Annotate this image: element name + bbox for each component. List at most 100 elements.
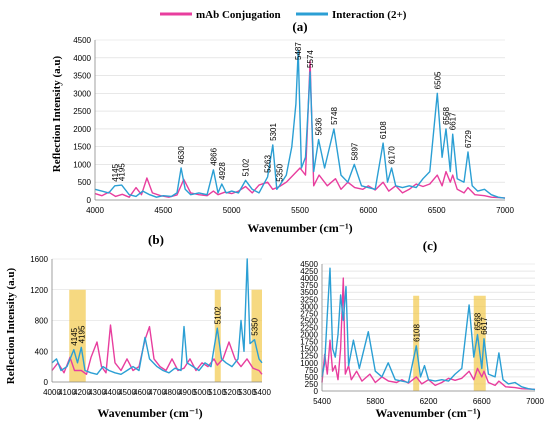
y-tick-label: 750 xyxy=(305,366,319,375)
highlight-region xyxy=(473,295,486,391)
series-line-interaction xyxy=(94,50,506,199)
y-tick-label: 1000 xyxy=(73,160,91,169)
y-tick-label: 1000 xyxy=(300,359,318,368)
y-tick-label: 800 xyxy=(35,317,49,326)
x-tick-label: 4500 xyxy=(118,388,136,397)
y-tick-label: 3000 xyxy=(73,89,91,98)
panel-a-title: (a) xyxy=(292,19,307,34)
y-tick-label: 500 xyxy=(78,178,92,187)
series-line-interaction xyxy=(51,258,263,375)
panel-a-x-ticks: 4000 4500 5000 5500 6000 6500 7000 xyxy=(86,206,514,215)
peak-label: 6617 xyxy=(449,112,458,130)
peak-label: 6505 xyxy=(433,71,442,89)
peak-label: 4866 xyxy=(209,147,218,165)
x-tick-label: 4600 xyxy=(133,388,151,397)
x-tick-label: 5000 xyxy=(223,206,241,215)
peak-label: 5487 xyxy=(294,42,303,60)
x-tick-label: 7000 xyxy=(526,397,544,406)
y-tick-label: 2500 xyxy=(73,107,91,116)
panel-b-highlights xyxy=(69,289,262,382)
x-tick-label: 4000 xyxy=(43,388,61,397)
peak-label: 5748 xyxy=(330,107,339,125)
y-tick-label: 1250 xyxy=(300,352,318,361)
y-tick-label: 4500 xyxy=(73,36,91,45)
panel-b-title: (b) xyxy=(148,232,164,247)
y-tick-label: 3500 xyxy=(73,72,91,81)
x-tick-label: 6200 xyxy=(420,397,438,406)
x-tick-label: 5000 xyxy=(193,388,211,397)
x-tick-label: 7000 xyxy=(496,206,514,215)
panel-b-series xyxy=(51,258,263,375)
peak-label: 5636 xyxy=(315,117,324,135)
panel-a-axes xyxy=(94,40,505,201)
legend-label-interaction: Interaction (2+) xyxy=(332,9,407,21)
y-tick-label: 2250 xyxy=(300,324,318,333)
peak-label: 4928 xyxy=(218,162,227,180)
peak-label: 4145 xyxy=(111,163,120,181)
panel-c-x-axis-label: Wavenumber (cm⁻¹) xyxy=(375,406,480,420)
peak-label: 6568 xyxy=(442,107,451,125)
y-tick-label: 4250 xyxy=(300,267,318,276)
y-tick-label: 2000 xyxy=(73,125,91,134)
peak-label: 5574 xyxy=(306,50,315,68)
x-tick-label: 6500 xyxy=(428,206,446,215)
y-tick-label: 2000 xyxy=(300,331,318,340)
y-tick-label: 1200 xyxy=(30,286,48,295)
peak-label: 4145 xyxy=(70,327,79,345)
peak-label: 6108 xyxy=(379,121,388,139)
peak-label: 6108 xyxy=(412,323,421,341)
panel-a-series xyxy=(94,50,506,199)
panel-b-x-axis-label: Wavenumber (cm⁻¹) xyxy=(97,406,202,420)
peak-label: 6617 xyxy=(480,316,489,334)
panel-a-x-axis-label: Wavenumber (cm⁻¹) xyxy=(247,221,352,235)
panel-c-title: (c) xyxy=(423,238,437,253)
y-tick-label: 0 xyxy=(314,387,319,396)
x-tick-label: 4200 xyxy=(73,388,91,397)
y-tick-label: 1500 xyxy=(73,143,91,152)
panel-b-chart: 0 400 800 1200 1600 400041004200430044004500… xyxy=(5,255,271,420)
highlight-region xyxy=(69,289,86,382)
panel-b-y-axis-label: Reflection Intensity (a.u) xyxy=(5,267,17,384)
peak-label: 4630 xyxy=(177,146,186,164)
peak-label: 6729 xyxy=(464,130,473,148)
panel-c-grid xyxy=(322,263,535,392)
peak-label: 4195 xyxy=(77,325,86,343)
panel-c-x-ticks: 5400 5800 6200 6600 7000 xyxy=(313,397,544,406)
y-tick-label: 1600 xyxy=(30,255,48,264)
peak-label: 5102 xyxy=(213,306,222,324)
y-tick-label: 3250 xyxy=(300,295,318,304)
highlight-region xyxy=(251,289,262,382)
x-tick-label: 5800 xyxy=(366,397,384,406)
peak-label: 4195 xyxy=(118,163,127,181)
x-tick-label: 5100 xyxy=(208,388,226,397)
x-tick-label: 4700 xyxy=(148,388,166,397)
y-tick-label: 4000 xyxy=(73,54,91,63)
x-tick-label: 5400 xyxy=(313,397,331,406)
x-tick-label: 4500 xyxy=(154,206,172,215)
series-line-mab-conjugation xyxy=(321,277,536,390)
panel-b-axes xyxy=(51,259,262,383)
x-tick-label: 4400 xyxy=(103,388,121,397)
series-line-mab-conjugation xyxy=(51,324,263,375)
y-tick-label: 3750 xyxy=(300,281,318,290)
x-tick-label: 5200 xyxy=(223,388,241,397)
panel-c-y-ticks: 0250500750100012501500175020002250250027… xyxy=(300,260,318,396)
x-tick-label: 4000 xyxy=(86,206,104,215)
peak-label: 6170 xyxy=(388,146,397,164)
peak-label: 5350 xyxy=(251,317,260,335)
peak-label: 5350 xyxy=(276,163,285,181)
x-tick-label: 6600 xyxy=(473,397,491,406)
peak-label: 5263 xyxy=(264,155,273,173)
panel-b-x-ticks: 4000410042004300440045004600470048004900… xyxy=(43,388,271,397)
y-tick-label: 0 xyxy=(44,378,49,387)
y-tick-label: 0 xyxy=(87,196,92,205)
y-tick-label: 4000 xyxy=(300,274,318,283)
y-tick-label: 400 xyxy=(35,347,49,356)
panel-c-highlights xyxy=(413,295,486,391)
x-tick-label: 4300 xyxy=(88,388,106,397)
series-line-interaction xyxy=(321,267,536,391)
panel-c-chart: 0250500750100012501500175020002250250027… xyxy=(300,260,544,420)
